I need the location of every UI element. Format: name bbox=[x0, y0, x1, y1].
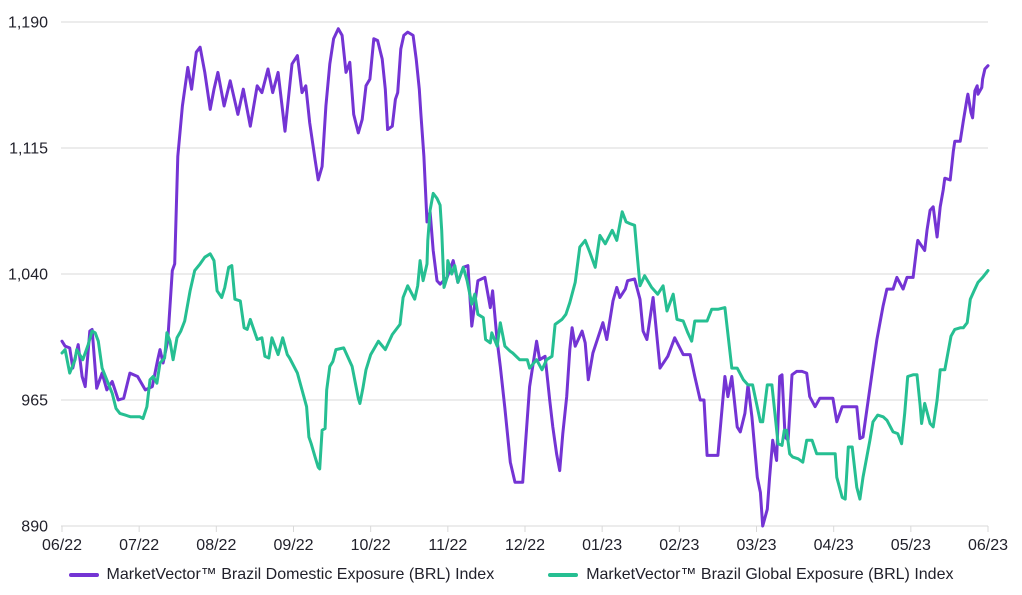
x-tick-label: 03/23 bbox=[736, 537, 776, 554]
legend-item-global: MarketVector™ Brazil Global Exposure (BR… bbox=[548, 566, 953, 584]
y-tick-label: 890 bbox=[21, 519, 48, 536]
legend-label-global: MarketVector™ Brazil Global Exposure (BR… bbox=[586, 566, 954, 583]
series-line-global bbox=[60, 191, 990, 501]
chart-legend: MarketVector™ Brazil Domestic Exposure (… bbox=[0, 558, 1022, 592]
x-tick-label: 09/22 bbox=[273, 537, 313, 554]
legend-item-domestic: MarketVector™ Brazil Domestic Exposure (… bbox=[68, 566, 495, 584]
x-tick-label: 07/22 bbox=[119, 537, 159, 554]
legend-label-domestic: MarketVector™ Brazil Domestic Exposure (… bbox=[106, 566, 495, 583]
legend-swatch-domestic bbox=[68, 573, 99, 577]
series-line-domestic bbox=[60, 27, 990, 528]
x-tick-label: 05/23 bbox=[891, 537, 931, 554]
x-tick-label: 10/22 bbox=[351, 537, 391, 554]
y-tick-label: 1,040 bbox=[8, 267, 48, 284]
legend-swatch-global bbox=[548, 573, 579, 577]
x-tick-label: 08/22 bbox=[196, 537, 236, 554]
y-tick-label: 1,115 bbox=[9, 141, 48, 158]
x-tick-label: 06/23 bbox=[968, 537, 1008, 554]
y-tick-label: 965 bbox=[21, 393, 48, 410]
x-tick-label: 11/22 bbox=[428, 537, 467, 554]
x-tick-label: 02/23 bbox=[659, 537, 699, 554]
x-tick-label: 06/22 bbox=[42, 537, 82, 554]
x-tick-label: 04/23 bbox=[814, 537, 854, 554]
line-chart: 890 965 1,040 1,115 1,190 06/22 07/22 08/22 09/2… bbox=[8, 15, 1008, 555]
y-tick-label: 1,190 bbox=[8, 15, 48, 32]
x-tick-label: 12/22 bbox=[505, 537, 545, 554]
x-tick-label: 01/23 bbox=[582, 537, 622, 554]
